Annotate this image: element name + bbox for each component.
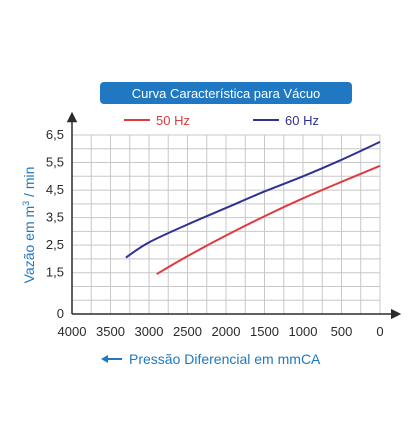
series-line-50-hz — [156, 164, 381, 275]
x-tick-label: 3500 — [96, 324, 125, 339]
y-tick-label: 2,5 — [46, 237, 64, 252]
x-tick-label: 1000 — [289, 324, 318, 339]
x-tick-label: 1500 — [250, 324, 279, 339]
x-axis-arrowhead-icon — [101, 355, 108, 363]
series-line-60-hz — [125, 140, 381, 259]
y-tick-label: 4,5 — [46, 182, 64, 197]
y-axis-label-superscript: 3 — [21, 201, 31, 206]
x-tick-label: 4000 — [58, 324, 87, 339]
y-axis-label-text: Vazão em m — [21, 206, 37, 284]
series — [125, 140, 381, 275]
chart-title-banner: Curva Característica para Vácuo — [100, 82, 352, 104]
x-tick-label: 0 — [376, 324, 383, 339]
grid — [71, 134, 381, 314]
x-tick-label: 2000 — [212, 324, 241, 339]
y-axis-label: Vazão em m3 / min — [21, 167, 37, 284]
legend: 50 Hz 60 Hz — [124, 113, 319, 128]
chart-title-background — [100, 82, 352, 104]
legend-label-60-hz: 60 Hz — [285, 113, 319, 128]
axes — [66, 111, 402, 320]
y-tick-label: 1,5 — [46, 265, 64, 280]
x-tick-label: 3000 — [135, 324, 164, 339]
chart-title: Curva Característica para Vácuo — [132, 86, 321, 101]
y-tick-label: 6,5 — [46, 127, 64, 142]
tick-labels: 4000 3500 3000 2500 2000 1500 1000 500 0 0 1,5 2,5 3… — [46, 127, 384, 339]
x-tick-label: 500 — [331, 324, 353, 339]
x-tick-label: 2500 — [173, 324, 202, 339]
x-axis-label: Pressão Diferencial em mmCA — [129, 351, 321, 367]
y-tick-label: 0 — [57, 306, 64, 321]
y-tick-label: 5,5 — [46, 155, 64, 170]
legend-label-50-hz: 50 Hz — [156, 113, 190, 128]
x-axis-label-group: Pressão Diferencial em mmCA — [101, 351, 321, 367]
y-axis-label-unit: / min — [21, 167, 37, 201]
y-tick-label: 3,5 — [46, 210, 64, 225]
